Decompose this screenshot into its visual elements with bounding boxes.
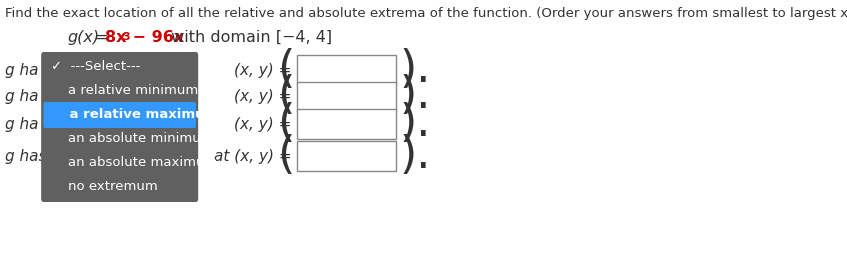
Text: =: = (90, 30, 113, 45)
Text: ).: ). (400, 47, 431, 91)
Text: an absolute minimum: an absolute minimum (51, 132, 213, 146)
Bar (297, 82, 396, 112)
Text: 8x: 8x (105, 30, 127, 45)
Text: g has: g has (5, 148, 47, 163)
Text: (: ( (277, 102, 294, 144)
Text: (x, y) =: (x, y) = (234, 62, 291, 77)
Text: g(x): g(x) (67, 30, 99, 45)
FancyBboxPatch shape (43, 102, 196, 128)
Bar (297, 109, 396, 139)
Text: an absolute maximum: an absolute maximum (51, 157, 218, 169)
Text: ▾: ▾ (152, 150, 158, 162)
Text: (: ( (277, 75, 294, 117)
Text: ).: ). (400, 133, 431, 177)
Text: ).: ). (400, 75, 431, 117)
Text: g ha: g ha (5, 62, 39, 77)
Text: (x, y) =: (x, y) = (234, 117, 291, 132)
Text: Find the exact location of all the relative and absolute extrema of the function: Find the exact location of all the relat… (5, 7, 847, 20)
Bar (297, 55, 396, 85)
Bar (297, 141, 396, 171)
FancyBboxPatch shape (42, 52, 198, 202)
Text: g ha: g ha (5, 117, 39, 132)
Bar (43, 145, 163, 167)
Text: at (x, y) =: at (x, y) = (213, 148, 291, 163)
Bar (147, 145, 163, 167)
Text: no extremum: no extremum (51, 181, 158, 193)
Text: ---Select---: ---Select--- (49, 150, 119, 162)
Text: ✓  ---Select---: ✓ ---Select--- (51, 61, 141, 73)
Text: − 96x: − 96x (127, 30, 185, 45)
Text: a relative minimum: a relative minimum (51, 84, 198, 98)
Text: (: ( (277, 47, 294, 91)
Text: g ha: g ha (5, 90, 39, 105)
Text: (x, y) =: (x, y) = (234, 90, 291, 105)
Text: a relative maximum: a relative maximum (51, 109, 219, 121)
Text: with domain [−4, 4]: with domain [−4, 4] (166, 30, 332, 45)
Text: ).: ). (400, 102, 431, 144)
Text: (: ( (277, 133, 294, 177)
Text: 3: 3 (122, 32, 130, 42)
